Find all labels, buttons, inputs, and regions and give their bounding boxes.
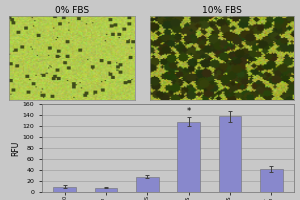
Y-axis label: RFU: RFU — [11, 140, 20, 156]
Bar — [95, 188, 117, 192]
Bar — [177, 122, 200, 192]
Text: *: * — [187, 107, 191, 116]
Bar — [219, 116, 241, 192]
Bar — [260, 169, 283, 192]
Title: 0% FBS: 0% FBS — [55, 6, 89, 15]
Bar — [53, 186, 76, 192]
Title: 10% FBS: 10% FBS — [202, 6, 242, 15]
Bar — [136, 177, 159, 192]
